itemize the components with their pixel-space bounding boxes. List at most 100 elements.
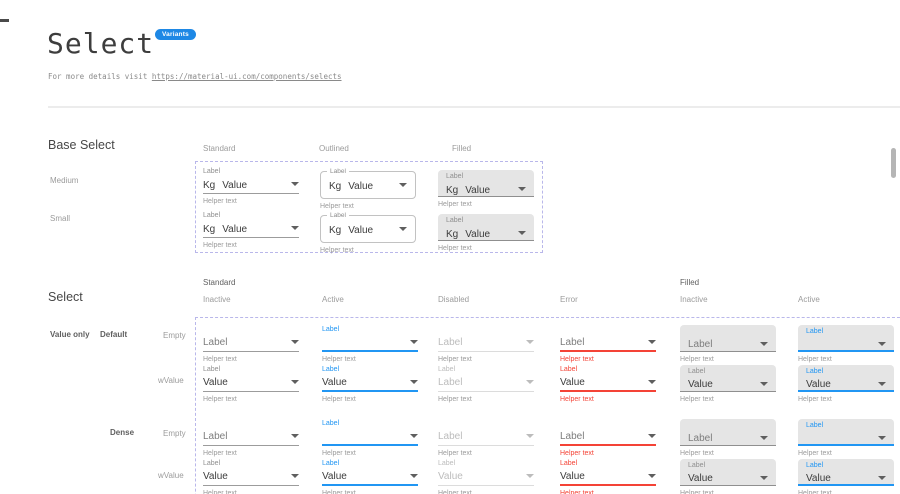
- select-floating-label: Label: [438, 366, 456, 373]
- select-filled-active-empty[interactable]: Label Helper text: [798, 325, 894, 363]
- base-select-filled-medium[interactable]: Label Kg Value Helper text: [438, 170, 534, 208]
- dropdown-arrow-icon: [526, 380, 534, 384]
- select-standard-disabled-empty: Label Helper text: [438, 325, 534, 363]
- helper-text: Helper text: [322, 490, 356, 494]
- dropdown-arrow-icon: [399, 227, 407, 231]
- row-label-empty: Empty: [163, 331, 186, 340]
- base-select-standard-small[interactable]: Label Kg Value Helper text: [203, 211, 299, 249]
- select-value: Value: [348, 225, 374, 236]
- select-value: Label: [203, 336, 228, 348]
- helper-text: Helper text: [322, 396, 356, 403]
- select-value-group: Kg Value: [446, 224, 490, 242]
- dropdown-arrow-icon: [878, 382, 886, 386]
- dropdown-arrow-icon: [291, 434, 299, 438]
- helper-text: Helper text: [203, 396, 237, 403]
- dropdown-arrow-icon: [648, 474, 656, 478]
- row-label-empty-dense: Empty: [163, 429, 186, 438]
- select-filled-active-wvalue[interactable]: Label Value Helper text: [798, 365, 894, 403]
- select-value: Value: [465, 229, 491, 240]
- state-header-filled-inactive: Inactive: [680, 295, 708, 304]
- select-filled-active-empty-dense[interactable]: Label Helper text: [798, 419, 894, 457]
- select-floating-label: [203, 419, 299, 429]
- select-floating-label: [560, 419, 656, 429]
- select-floating-label: Label: [203, 460, 221, 467]
- row-label-default: Default: [100, 330, 128, 339]
- variants-badge: Variants: [155, 29, 196, 40]
- helper-text: Helper text: [560, 490, 594, 494]
- select-floating-label: Label: [438, 460, 456, 467]
- select-underline: [560, 444, 656, 446]
- dropdown-arrow-icon: [648, 380, 656, 384]
- state-header-error: Error: [560, 295, 578, 304]
- select-value: Value: [688, 378, 713, 390]
- select-filled-inactive-wvalue[interactable]: Label Value Helper text: [680, 365, 776, 403]
- select-standard-active-wvalue[interactable]: Label Value Helper text: [322, 365, 418, 403]
- select-filled-inactive-empty[interactable]: Label Helper text: [680, 325, 776, 363]
- helper-text: Helper text: [680, 356, 714, 363]
- select-value: Value: [560, 470, 585, 482]
- select-underline: [203, 237, 299, 238]
- select-adornment: Kg: [203, 224, 216, 235]
- select-standard-inactive-wvalue[interactable]: Label Value Helper text: [203, 365, 299, 403]
- select-standard-error-empty-dense[interactable]: Label Helper text: [560, 419, 656, 457]
- select-adornment: Kg: [329, 181, 342, 192]
- select-filled-box: Label: [798, 419, 894, 446]
- row-label-small: Small: [50, 214, 71, 223]
- dropdown-arrow-icon: [399, 183, 407, 187]
- page-title: Select: [47, 27, 155, 60]
- select-underline: [203, 445, 299, 446]
- base-select-standard-medium[interactable]: Label Kg Value Helper text: [203, 167, 299, 205]
- helper-text: Helper text: [438, 490, 472, 494]
- select-value: Value: [222, 180, 248, 191]
- dropdown-arrow-icon: [291, 474, 299, 478]
- select-adornment: Kg: [446, 229, 459, 240]
- helper-text: Helper text: [320, 203, 354, 210]
- helper-text: Helper text: [322, 356, 356, 363]
- select-floating-label: Label: [327, 212, 349, 220]
- docs-link[interactable]: https://material-ui.com/components/selec…: [151, 72, 342, 81]
- state-header-inactive: Inactive: [203, 295, 231, 304]
- select-standard-error-wvalue[interactable]: Label Value Helper text: [560, 365, 656, 403]
- select-filled-inactive-empty-dense[interactable]: Label Helper text: [680, 419, 776, 457]
- select-standard-error-empty[interactable]: Label Helper text: [560, 325, 656, 363]
- subtitle: For more details visit https://material-…: [48, 72, 342, 81]
- select-filled-inactive-wvalue-dense[interactable]: Label Value Helper text: [680, 459, 776, 494]
- select-states-component-frame: [195, 317, 900, 494]
- select-standard-disabled-wvalue-dense: Label Value Helper text: [438, 459, 534, 494]
- subtitle-text: For more details visit: [48, 72, 152, 81]
- select-adornment: Kg: [203, 180, 216, 191]
- select-value: Label: [560, 430, 585, 442]
- select-standard-inactive-empty-dense[interactable]: Label Helper text: [203, 419, 299, 457]
- dropdown-arrow-icon: [410, 340, 418, 344]
- select-value: Label: [203, 430, 228, 442]
- select-filled-box: Label Value: [798, 459, 894, 486]
- select-standard-inactive-wvalue-dense[interactable]: Label Value Helper text: [203, 459, 299, 494]
- helper-text: Helper text: [203, 242, 237, 249]
- select-standard-active-empty-dense[interactable]: Label Helper text: [322, 419, 418, 457]
- select-value: Label: [688, 338, 713, 350]
- select-floating-label: Label: [688, 462, 706, 469]
- group-header-filled: Filled: [680, 278, 700, 287]
- scrollbar-thumb[interactable]: [891, 148, 896, 178]
- select-adornment: Kg: [329, 225, 342, 236]
- select-value: Value: [806, 472, 831, 484]
- base-select-filled-small[interactable]: Label Kg Value Helper text: [438, 214, 534, 252]
- base-select-outlined-medium[interactable]: Label Kg Value Helper text: [320, 168, 416, 210]
- select-standard-error-wvalue-dense[interactable]: Label Value Helper text: [560, 459, 656, 494]
- group-header-standard: Standard: [203, 278, 236, 287]
- select-underline: [322, 484, 418, 486]
- select-standard-active-wvalue-dense[interactable]: Label Value Helper text: [322, 459, 418, 494]
- select-standard-inactive-empty[interactable]: Label Helper text: [203, 325, 299, 363]
- dropdown-arrow-icon: [410, 474, 418, 478]
- select-floating-label: Label: [560, 460, 578, 467]
- base-select-outlined-small[interactable]: Label Kg Value Helper text: [320, 212, 416, 254]
- select-underline: [203, 193, 299, 194]
- select-underline: [322, 390, 418, 392]
- select-value: Value: [203, 470, 228, 482]
- header-divider: [48, 106, 900, 108]
- state-header-active: Active: [322, 295, 344, 304]
- select-filled-active-wvalue-dense[interactable]: Label Value Helper text: [798, 459, 894, 494]
- helper-text: Helper text: [320, 247, 354, 254]
- select-standard-active-empty[interactable]: Label Helper text: [322, 325, 418, 363]
- select-standard-disabled-empty-dense: Label Helper text: [438, 419, 534, 457]
